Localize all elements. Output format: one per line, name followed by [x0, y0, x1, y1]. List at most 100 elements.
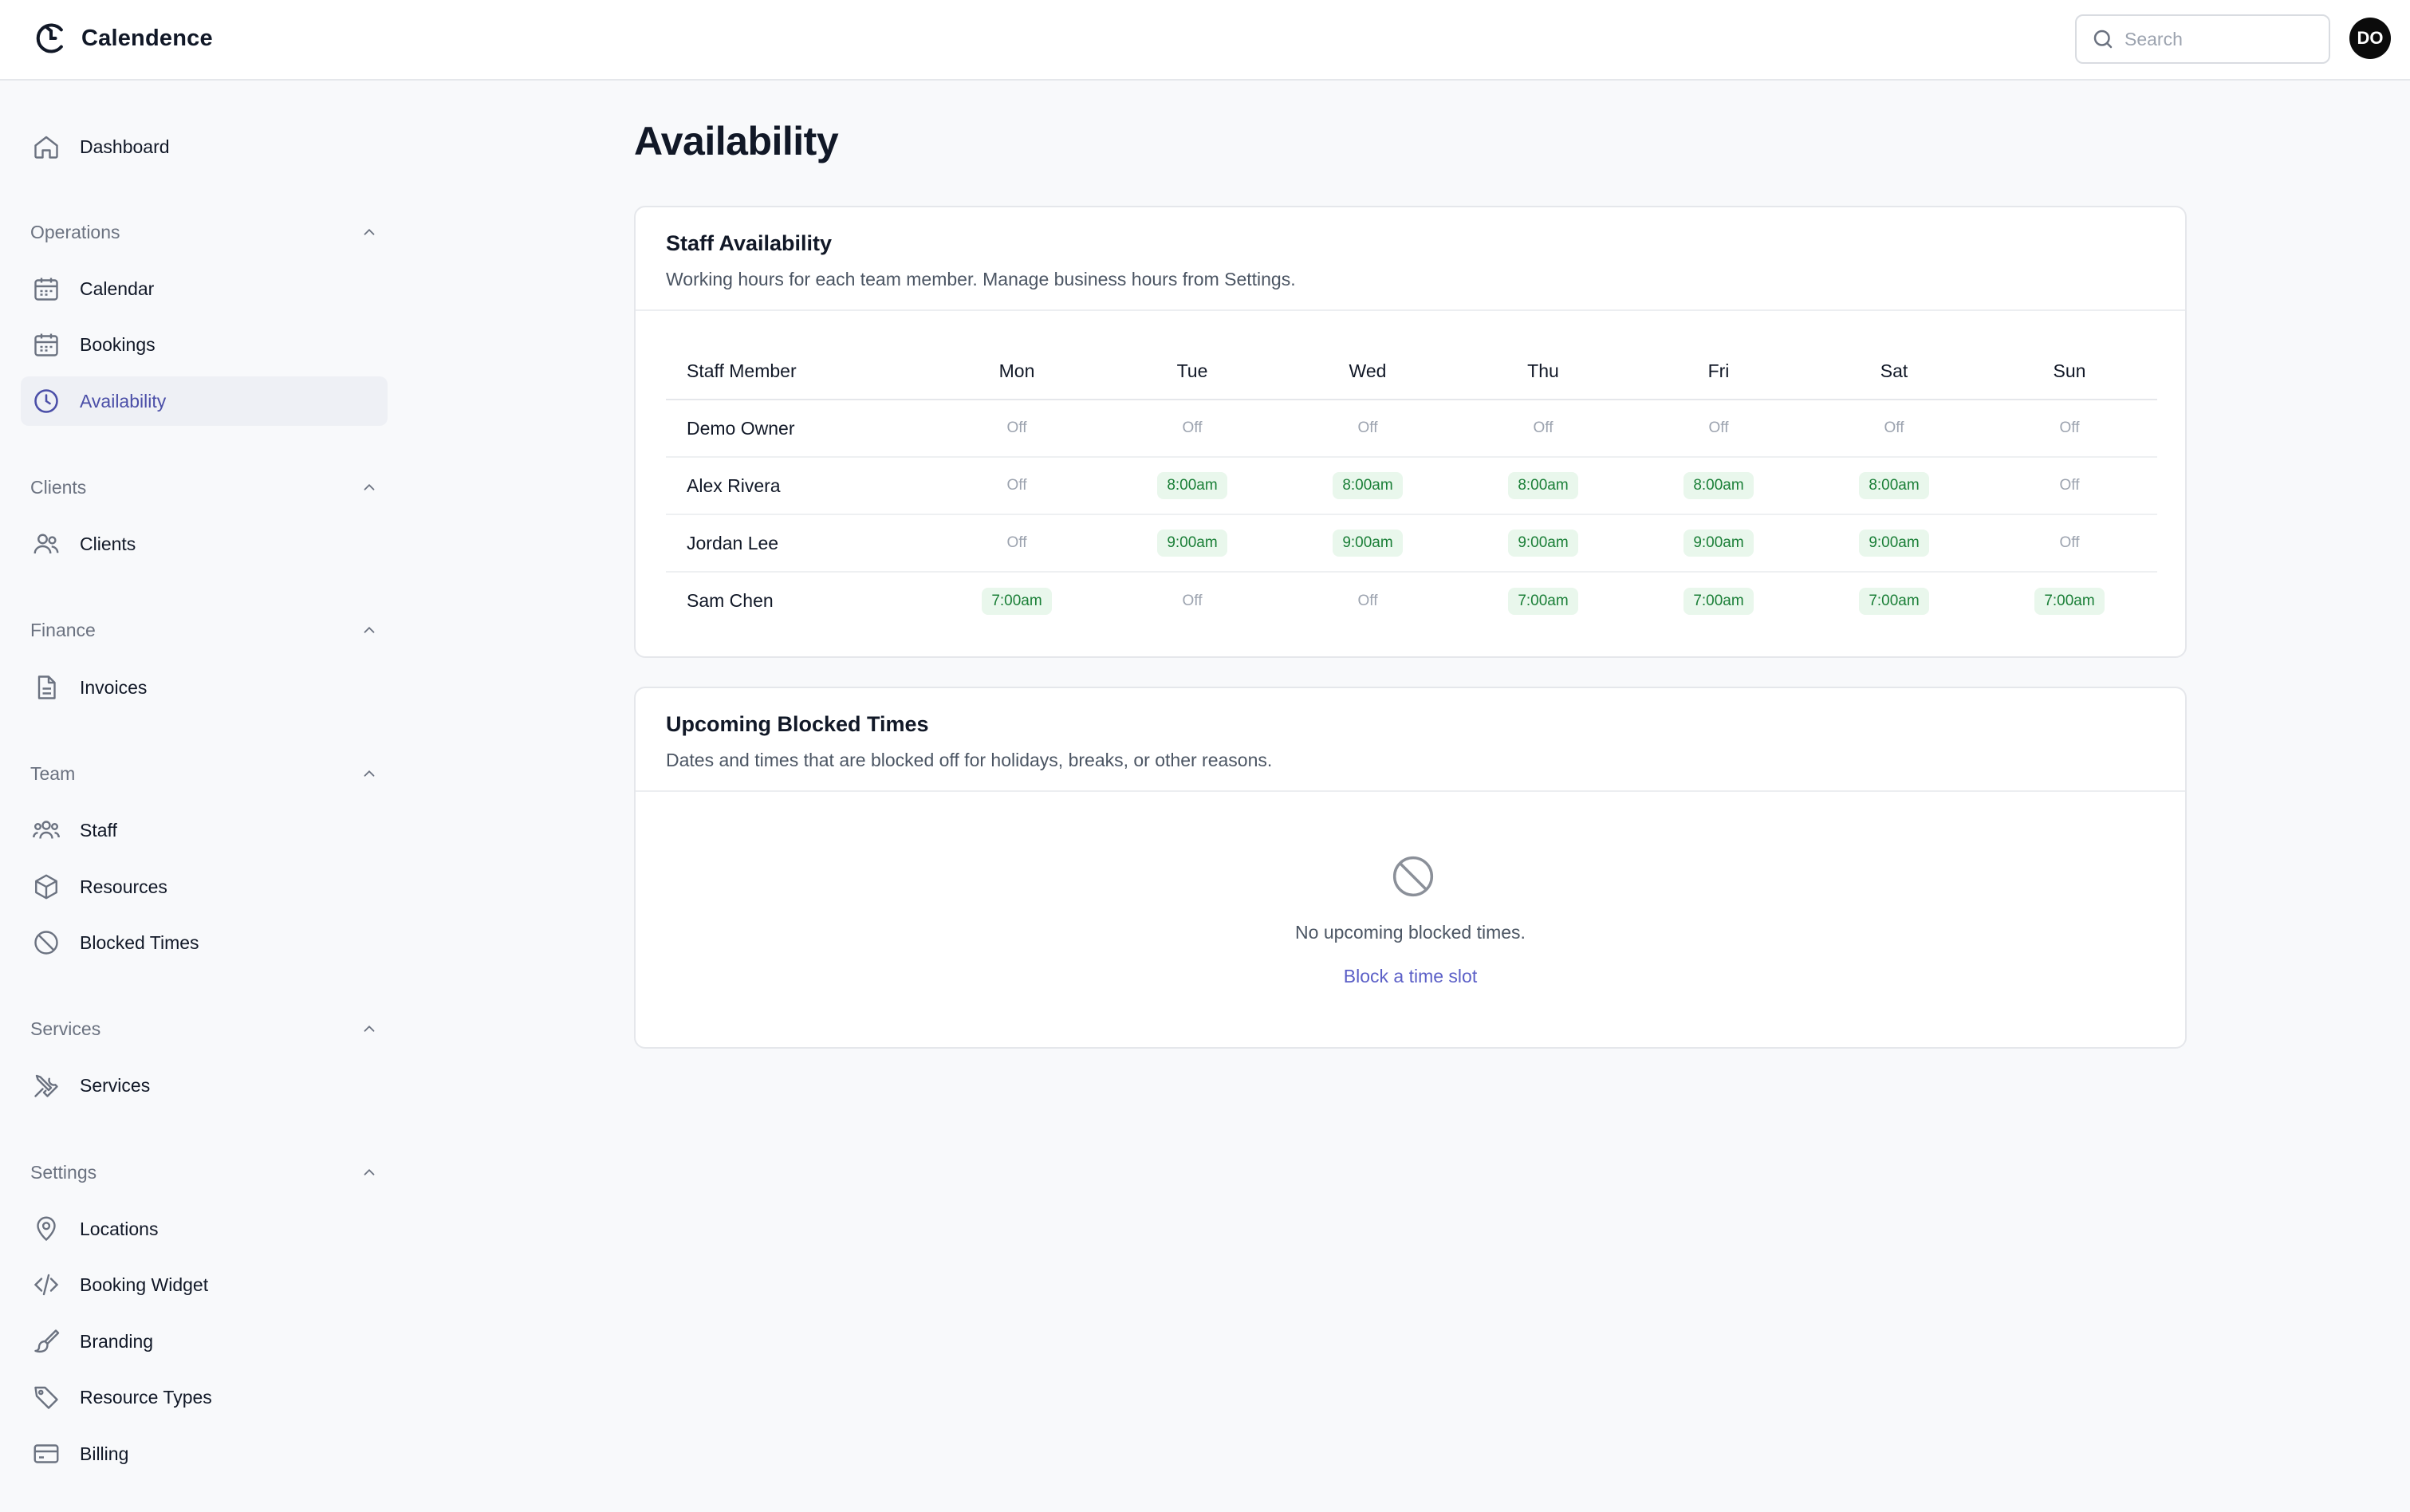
time-badge: 7:00am	[1859, 587, 1929, 615]
staff-name: Alex Rivera	[666, 457, 929, 515]
search-input[interactable]	[2125, 28, 2316, 50]
empty-state-text: No upcoming blocked times.	[1295, 922, 1526, 943]
chevron-up-icon	[364, 1025, 375, 1032]
section-label: Services	[30, 1018, 101, 1039]
search-box[interactable]	[2075, 14, 2330, 64]
day-cell: 9:00am	[1631, 514, 1806, 573]
day-cell: 9:00am	[1455, 514, 1631, 573]
sidebar-item-label: Availability	[80, 390, 167, 411]
document-icon	[37, 675, 56, 699]
app-name: Calendence	[81, 25, 213, 51]
sidebar-item-resources[interactable]: Resources	[21, 862, 388, 912]
day-cell: Off	[929, 400, 1105, 458]
day-cell: 7:00am	[1806, 572, 1982, 629]
section-label: Operations	[30, 221, 120, 242]
staff-name: Demo Owner	[666, 400, 929, 458]
sidebar-item-label: Blocked Times	[80, 931, 199, 953]
day-cell: 7:00am	[1631, 572, 1806, 629]
section-finance[interactable]: Finance	[30, 614, 378, 646]
sidebar-item-label: Calendar	[80, 278, 155, 299]
sidebar-item-label: Booking Widget	[80, 1274, 209, 1295]
sidebar-item-clients[interactable]: Clients	[21, 519, 388, 569]
sidebar-item-bookings[interactable]: Bookings	[21, 320, 388, 369]
day-cell: Off	[1806, 400, 1982, 458]
section-clients[interactable]: Clients	[30, 471, 378, 503]
sidebar-item-label: Bookings	[80, 333, 156, 355]
avatar[interactable]: DO	[2349, 18, 2391, 59]
sidebar-item-staff[interactable]: Staff	[21, 805, 388, 855]
off-label: Off	[2059, 419, 2080, 436]
day-cell: Off	[1982, 514, 2157, 573]
sidebar-item-calendar[interactable]: Calendar	[21, 264, 388, 313]
sidebar-item-resource-types[interactable]: Resource Types	[21, 1372, 388, 1422]
section-operations[interactable]: Operations	[30, 216, 378, 248]
off-label: Off	[1006, 419, 1027, 436]
day-cell: 9:00am	[1105, 514, 1280, 573]
section-settings[interactable]: Settings	[30, 1156, 378, 1188]
sidebar-item-invoices[interactable]: Invoices	[21, 663, 388, 712]
page-title: Availability	[634, 119, 839, 163]
time-badge: 9:00am	[1157, 530, 1227, 557]
section-team[interactable]: Team	[30, 758, 378, 789]
off-label: Off	[1006, 534, 1027, 551]
column-header: Staff Member	[666, 343, 929, 400]
chevron-up-icon	[364, 228, 375, 235]
table-row: Alex Rivera Off 8:00am 8:00am 8:00am 8:00am 8:…	[666, 457, 2157, 515]
off-label: Off	[1708, 419, 1729, 436]
blocked-times-card: Upcoming Blocked Times Dates and times t…	[634, 687, 2187, 1049]
block-time-slot-link[interactable]: Block a time slot	[1343, 966, 1478, 986]
search-icon	[2093, 30, 2113, 49]
card-subtitle: Working hours for each team member. Mana…	[666, 269, 1296, 289]
day-cell: 7:00am	[1455, 572, 1631, 629]
time-badge: 9:00am	[1333, 530, 1403, 557]
day-cell: Off	[929, 514, 1105, 573]
calendar-icon	[34, 278, 58, 301]
sidebar: Dashboard Operations Calendar Bookings A…	[0, 81, 399, 1512]
section-services[interactable]: Services	[30, 1013, 378, 1045]
column-header: Sat	[1806, 343, 1982, 400]
section-label: Finance	[30, 619, 96, 640]
clock-icon	[34, 389, 58, 413]
logo-icon	[36, 23, 63, 53]
sidebar-item-booking-widget[interactable]: Booking Widget	[21, 1260, 388, 1309]
top-bar: Calendence DO	[0, 0, 2410, 81]
card-title: Staff Availability	[666, 231, 833, 255]
credit-card-icon	[33, 1444, 59, 1463]
time-badge: 8:00am	[1683, 472, 1754, 499]
column-header: Sun	[1982, 343, 2157, 400]
sidebar-item-dashboard[interactable]: Dashboard	[21, 122, 388, 171]
time-badge: 9:00am	[1859, 530, 1929, 557]
column-header: Thu	[1455, 343, 1631, 400]
table-row: Sam Chen 7:00am Off Off 7:00am 7:00am 7:00am 7:…	[666, 572, 2157, 629]
sidebar-item-locations[interactable]: Locations	[21, 1204, 388, 1254]
section-label: Settings	[30, 1161, 97, 1183]
sidebar-item-services[interactable]: Services	[21, 1061, 388, 1110]
team-icon	[33, 821, 60, 839]
off-label: Off	[1182, 592, 1203, 609]
time-badge: 7:00am	[1683, 587, 1754, 615]
sidebar-item-availability[interactable]: Availability	[21, 376, 388, 426]
empty-state: No upcoming blocked times. Block a time …	[636, 792, 2185, 1039]
column-header: Fri	[1631, 343, 1806, 400]
brush-icon	[34, 1329, 60, 1353]
time-badge: 8:00am	[1859, 472, 1929, 499]
tag-icon	[34, 1386, 58, 1409]
off-label: Off	[2059, 477, 2080, 494]
time-badge: 7:00am	[1508, 587, 1578, 615]
staff-name: Sam Chen	[687, 590, 774, 611]
sidebar-item-label: Billing	[80, 1443, 129, 1464]
sidebar-item-branding[interactable]: Branding	[21, 1317, 388, 1366]
time-badge: 7:00am	[982, 587, 1052, 615]
sidebar-item-billing[interactable]: Billing	[21, 1429, 388, 1479]
sidebar-item-blocked-times[interactable]: Blocked Times	[21, 918, 388, 967]
day-cell: 7:00am	[929, 572, 1105, 629]
users-icon	[33, 534, 59, 554]
card-header: Staff Availability Working hours for eac…	[636, 207, 2185, 311]
column-header: Tue	[1105, 343, 1280, 400]
table-row: Demo Owner Off Off Off Off Off Off Off	[666, 400, 2157, 458]
time-badge: 8:00am	[1333, 472, 1403, 499]
time-badge: 7:00am	[2034, 587, 2105, 615]
home-icon	[34, 136, 58, 159]
brand[interactable]: Calendence	[33, 21, 213, 56]
day-cell: Off	[1455, 400, 1631, 458]
